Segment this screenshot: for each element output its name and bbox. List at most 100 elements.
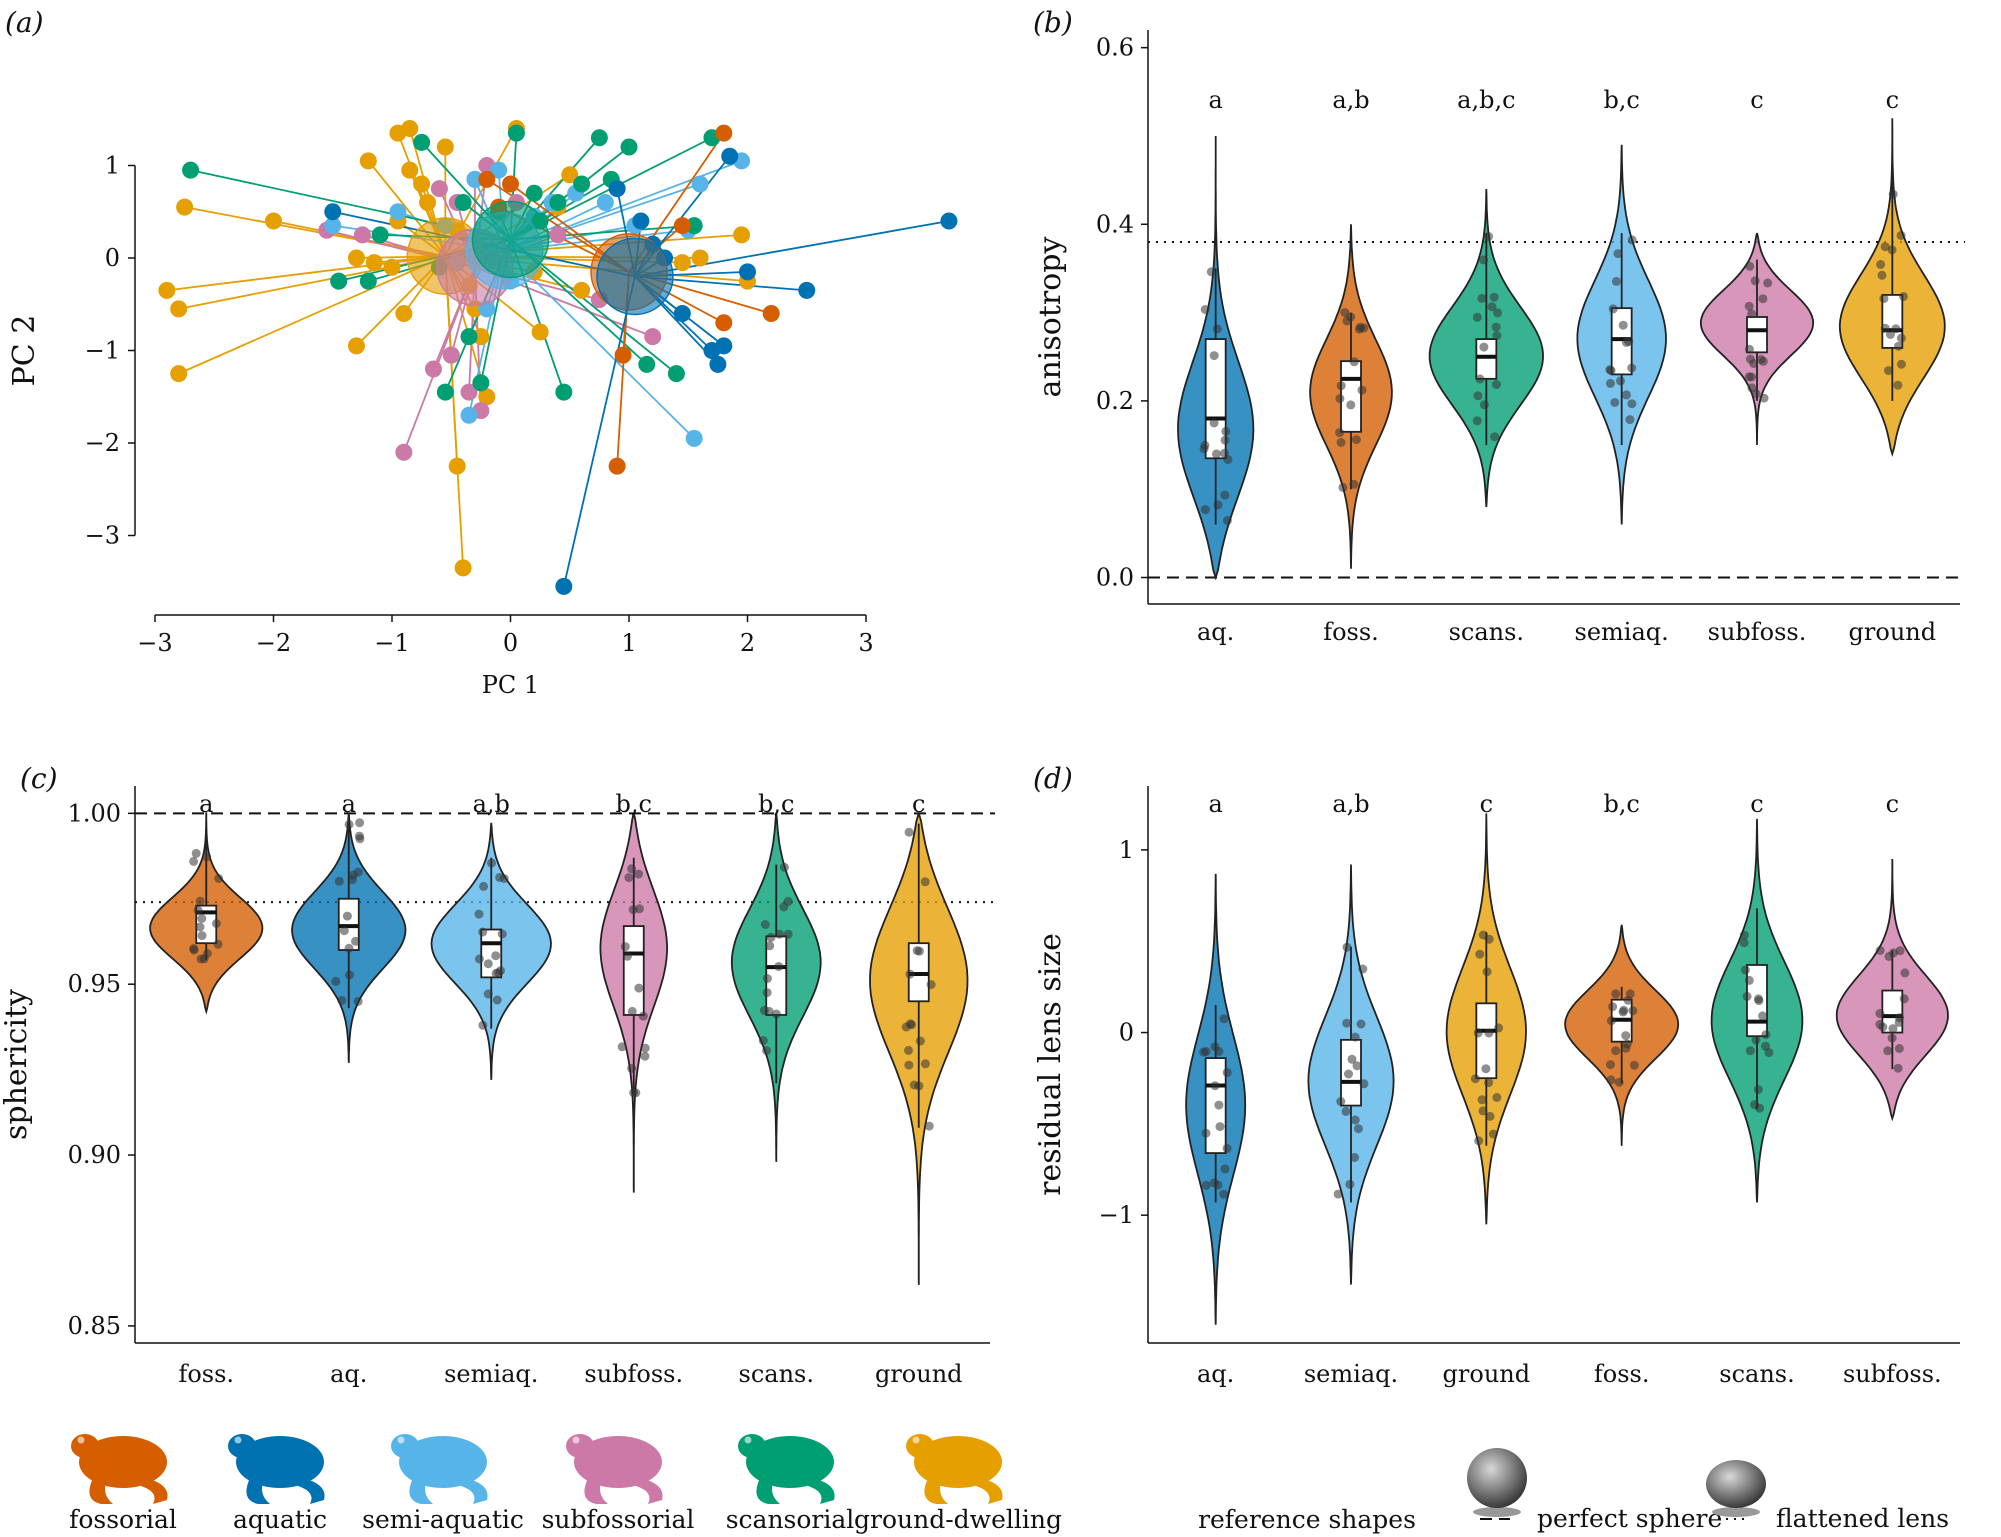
data-point [170,365,188,383]
jitter-point [638,1011,648,1021]
jitter-point [1896,333,1906,343]
significance-label: b,c [616,790,652,818]
y-tick-label: −1 [85,337,120,365]
y-tick-label: 0.0 [1096,564,1134,592]
jitter-point [1899,292,1908,301]
frog-body [574,1436,662,1488]
jitter-point [1753,994,1763,1004]
jitter-point [1221,426,1231,436]
jitter-point [771,1009,781,1019]
data-point [673,254,691,272]
jitter-point [1880,242,1890,252]
data-point [383,258,401,276]
box [1340,360,1362,433]
data-point [685,217,703,235]
jitter-point [1481,1064,1491,1074]
data-point [691,249,709,267]
data-point [638,355,656,373]
data-point [608,180,626,198]
data-point [715,337,733,355]
jitter-point [1611,1046,1621,1056]
jitter-point [1220,1164,1230,1174]
data-point [347,337,365,355]
box [622,925,645,1016]
jitter-point [1490,432,1500,442]
jitter-point [1357,385,1367,395]
legend-label-aquatic: aquatic [233,1505,327,1534]
data-point [549,194,567,211]
data-point [330,272,348,290]
y-axis-label: PC 2 [7,315,42,387]
jitter-point [211,919,221,928]
perfect-sphere-label: perfect sphere [1537,1504,1722,1533]
jitter-point [1896,359,1906,369]
data-point [466,170,484,188]
data-point [359,272,377,290]
jitter-point [1475,949,1485,959]
jitter-point [1210,1042,1220,1052]
jitter-point [1209,1178,1219,1188]
jitter-point [766,932,776,942]
jitter-point [1477,293,1487,303]
jitter-point [1349,357,1359,367]
data-point [371,226,389,244]
jitter-point [1473,1028,1483,1038]
data-point [573,175,591,193]
data-point [324,203,342,221]
y-tick-label: 1.00 [68,799,121,827]
jitter-point [1487,302,1497,312]
jitter-point [1472,312,1482,322]
data-point [573,281,591,299]
jitter-point [1744,975,1754,985]
frog-front-leg [924,1478,948,1504]
frog-hind-leg [636,1478,663,1504]
x-tick-label: −3 [137,629,172,657]
data-point [401,120,419,137]
legend: fossorial aquatic semi-aquatic subfossorial… [69,1434,1949,1534]
data-point [170,300,188,318]
frog-eye [744,1436,752,1444]
significance-label: b,c [1603,790,1639,818]
jitter-point [1611,276,1621,286]
jitter-point [1608,304,1618,314]
significance-label: a,b,c [1457,86,1515,114]
y-tick-label: 0 [1119,1019,1134,1047]
jitter-point [483,989,493,999]
jitter-point [640,1043,650,1053]
jitter-point [1753,1085,1763,1095]
jitter-point [1877,270,1887,280]
frog-front-leg [756,1478,780,1504]
jitter-point [1219,1014,1229,1024]
centroid-circle [596,237,674,316]
data-point [614,346,632,364]
data-point [715,124,733,142]
panel-label: (a) [5,6,44,39]
jitter-point [1895,946,1905,956]
data-point [454,194,472,211]
jitter-point [904,1060,914,1070]
jitter-point [627,1063,637,1073]
spoke-line [178,255,446,375]
data-point [739,263,756,281]
jitter-point [1349,479,1359,489]
frog-front-leg [89,1478,113,1504]
jitter-point [1353,1124,1363,1134]
frog-body [914,1436,1002,1488]
data-point [454,559,472,577]
jitter-point [1344,1069,1353,1079]
frog-hind-leg [298,1478,325,1504]
frog-silhouette-icon [906,1434,1003,1504]
jitter-point [1887,245,1897,255]
data-point [472,374,490,392]
jitter-point [904,1045,913,1055]
jitter-point [1627,399,1637,409]
jitter-point [1206,267,1216,277]
jitter-point [920,1059,930,1069]
jitter-point [909,1080,919,1090]
jitter-point [627,1006,637,1016]
jitter-point [1879,294,1889,304]
x-tick-label: 0 [503,629,518,657]
jitter-point [634,983,644,993]
jitter-point [1342,1018,1352,1028]
data-point [490,161,508,179]
